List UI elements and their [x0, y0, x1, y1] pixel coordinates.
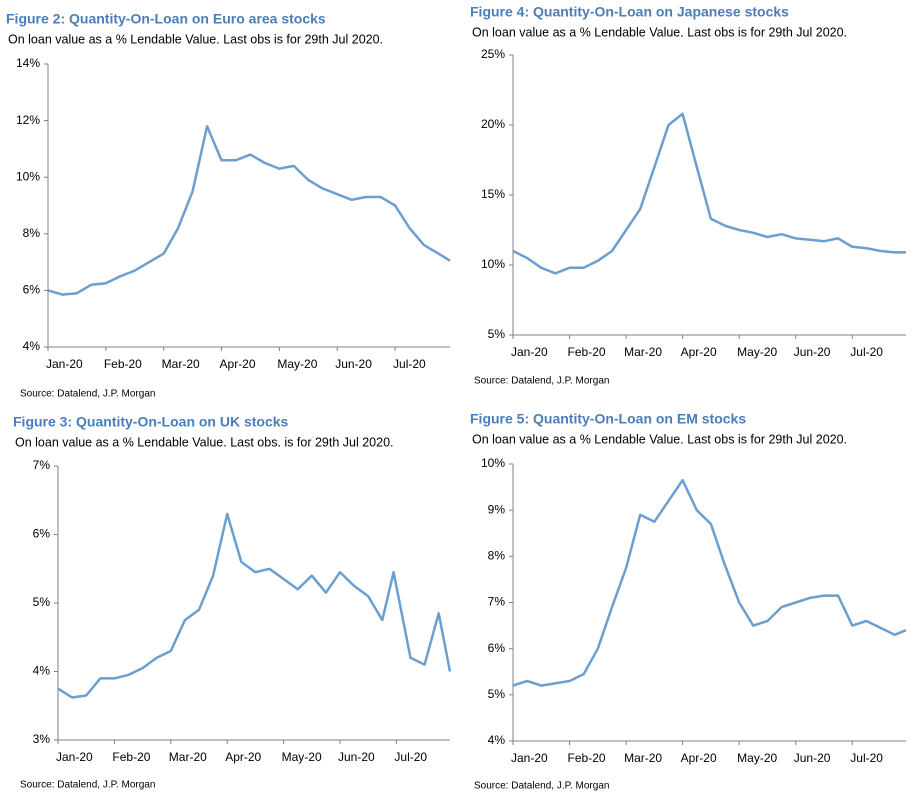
- y-tick-label: 14%: [16, 56, 40, 70]
- x-tick-label: Jun-20: [335, 357, 372, 371]
- x-tick-label: Mar-20: [624, 751, 662, 765]
- chart-subtitle: On loan value as a % Lendable Value. Las…: [472, 432, 847, 446]
- chart-subtitle: On loan value as a % Lendable Value. Las…: [472, 25, 847, 39]
- y-tick-label: 5%: [33, 595, 51, 609]
- data-line: [512, 478, 907, 687]
- x-tick-label: Feb-20: [568, 345, 606, 359]
- x-tick-label: May-20: [277, 357, 317, 371]
- data-line: [47, 125, 451, 296]
- y-tick-label: 9%: [488, 502, 506, 516]
- x-tick-label: May-20: [282, 750, 322, 764]
- x-tick-label: Jul-20: [394, 750, 427, 764]
- y-tick-label: 6%: [23, 283, 41, 297]
- chart-title: Figure 5: Quantity-On-Loan on EM stocks: [470, 411, 746, 427]
- y-tick-label: 12%: [16, 113, 40, 127]
- x-tick-label: Jan-20: [511, 345, 548, 359]
- y-tick-label: 8%: [488, 549, 506, 563]
- x-tick-label: Feb-20: [568, 751, 606, 765]
- chart-title: Figure 2: Quantity-On-Loan on Euro area …: [6, 11, 326, 27]
- y-tick-label: 7%: [488, 595, 506, 609]
- y-tick-label: 15%: [481, 187, 505, 201]
- x-tick-label: Feb-20: [104, 357, 142, 371]
- x-tick-label: May-20: [737, 751, 777, 765]
- y-tick-label: 10%: [481, 257, 505, 271]
- x-tick-label: Jun-20: [794, 751, 831, 765]
- x-tick-label: Apr-20: [220, 357, 256, 371]
- chart-title: Figure 4: Quantity-On-Loan on Japanese s…: [470, 4, 789, 20]
- x-tick-label: Feb-20: [112, 750, 150, 764]
- x-tick-label: Jan-20: [511, 751, 548, 765]
- y-tick-label: 4%: [488, 733, 506, 747]
- chart-subtitle: On loan value as a % Lendable Value. Las…: [8, 32, 383, 46]
- y-tick-label: 3%: [33, 732, 51, 746]
- data-line: [57, 512, 452, 699]
- x-tick-label: Jun-20: [794, 345, 831, 359]
- y-tick-label: 20%: [481, 117, 505, 131]
- x-tick-label: Mar-20: [624, 345, 662, 359]
- x-tick-label: Jun-20: [338, 750, 375, 764]
- y-tick-label: 7%: [33, 458, 51, 472]
- x-tick-label: Jul-20: [850, 751, 883, 765]
- y-tick-label: 8%: [23, 226, 41, 240]
- source-note: Source: Datalend, J.P. Morgan: [20, 780, 155, 791]
- data-line: [512, 112, 906, 275]
- x-tick-label: Apr-20: [681, 345, 717, 359]
- chart-title: Figure 3: Quantity-On-Loan on UK stocks: [13, 414, 289, 430]
- y-tick-label: 4%: [33, 664, 51, 678]
- x-tick-label: Jan-20: [46, 357, 83, 371]
- x-tick-label: Jan-20: [56, 750, 93, 764]
- y-tick-label: 25%: [481, 47, 505, 61]
- source-note: Source: Datalend, J.P. Morgan: [474, 376, 609, 387]
- y-tick-label: 10%: [16, 169, 40, 183]
- y-tick-label: 6%: [33, 527, 51, 541]
- x-tick-label: Mar-20: [169, 750, 207, 764]
- y-tick-label: 5%: [488, 687, 506, 701]
- source-note: Source: Datalend, J.P. Morgan: [20, 389, 155, 400]
- chart-subtitle: On loan value as a % Lendable Value. Las…: [15, 435, 394, 449]
- y-tick-label: 10%: [481, 456, 505, 470]
- x-tick-label: Apr-20: [225, 750, 261, 764]
- x-tick-label: Mar-20: [162, 357, 200, 371]
- x-tick-label: Apr-20: [681, 751, 717, 765]
- y-tick-label: 5%: [488, 327, 506, 341]
- x-tick-label: May-20: [737, 345, 777, 359]
- x-tick-label: Jul-20: [393, 357, 426, 371]
- source-note: Source: Datalend, J.P. Morgan: [474, 781, 609, 792]
- y-tick-label: 4%: [23, 339, 41, 353]
- x-tick-label: Jul-20: [850, 345, 883, 359]
- y-tick-label: 6%: [488, 641, 506, 655]
